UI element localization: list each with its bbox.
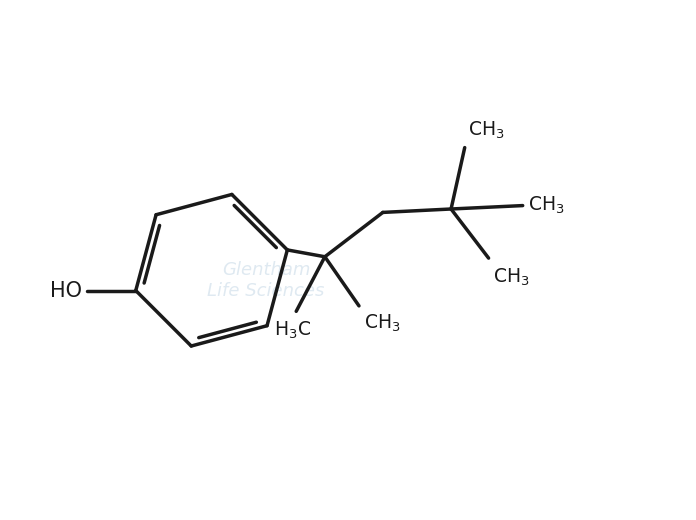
Text: CH$_3$: CH$_3$	[493, 266, 530, 288]
Text: CH$_3$: CH$_3$	[528, 195, 564, 216]
Text: HO: HO	[50, 280, 82, 301]
Text: CH$_3$: CH$_3$	[365, 313, 401, 334]
Text: H$_3$C: H$_3$C	[274, 320, 311, 342]
Text: CH$_3$: CH$_3$	[468, 120, 505, 141]
Text: Glentham
Life Sciences: Glentham Life Sciences	[207, 261, 325, 300]
